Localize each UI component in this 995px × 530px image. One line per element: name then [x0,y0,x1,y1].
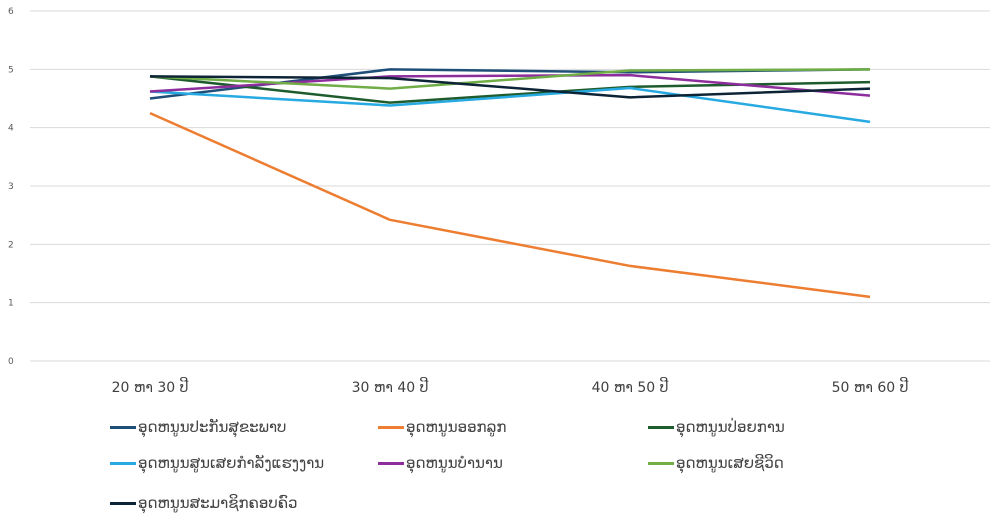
y-tick-label: 0 [8,357,14,367]
legend-item: ອຸດຫນູນປ່ອຍການ [648,418,785,436]
legend-label: ອຸດຫນູນປະກັນສຸຂະພາບ [138,418,287,436]
x-tick-label: 50 ຫາ 60 ປີ [832,376,909,396]
gridlines [30,10,990,362]
legend-item: ອຸດຫນູນອອກລູກ [378,418,506,436]
legend-label: ອຸດຫນູນສະມາຊິກຄອບຄົວ [138,494,298,512]
legend-swatch [378,425,404,429]
legend-swatch [648,461,674,465]
x-tick-label: 40 ຫາ 50 ປີ [592,376,669,396]
legend-item: ອຸດຫນູນປະກັນສຸຂະພາບ [110,418,286,436]
legend-swatch [648,425,674,429]
legend-item: ອຸດຫນູນເສຍຊີວິດ [648,454,784,472]
series-lines [149,68,871,299]
y-tick-label: 5 [8,65,14,75]
x-tick-label: 20 ຫາ 30 ປີ [112,376,189,396]
y-tick-label: 6 [8,7,14,17]
series-line-6 [149,68,871,90]
legend-label: ອຸດຫນູນບຳນານ [406,454,503,472]
x-tick-label: 30 ຫາ 40 ປີ [352,376,429,396]
x-axis-ticks: 20 ຫາ 30 ປີ 30 ຫາ 40 ປີ 40 ຫາ 50 ປີ 50 ຫາ 6… [112,376,909,396]
y-tick-label: 3 [8,182,14,192]
legend-item: ອຸດຫນູນສູນເສຍກຳລັງແຮງງານ [110,454,324,472]
y-tick-label: 4 [8,124,14,134]
line-chart: 0 1 2 3 4 5 6 20 ຫາ 30 ປີ 30 ຫາ 40 ປີ 40 ຫາ 50 ປ… [8,7,990,396]
series-line-7 [149,75,871,99]
y-tick-label: 1 [8,299,14,309]
legend-swatch [110,425,136,429]
legend-item: ອຸດຫນູນບຳນານ [378,454,503,472]
legend-label: ອຸດຫນູນອອກລູກ [406,418,507,436]
series-line-2 [149,111,871,299]
legend-label: ອຸດຫນູນເສຍຊີວິດ [676,454,784,472]
y-axis-ticks: 0 1 2 3 4 5 6 [8,7,14,367]
legend-swatch [110,501,136,505]
legend-label: ອຸດຫນູນປ່ອຍການ [676,418,785,436]
y-tick-label: 2 [8,240,14,250]
series-line-5 [149,73,871,97]
legend-swatch [110,461,136,465]
series-line-4 [149,86,871,124]
legend-swatch [378,461,404,465]
legend-label: ອຸດຫນູນສູນເສຍກຳລັງແຮງງານ [138,454,325,472]
legend-item: ອຸດຫນູນສະມາຊິກຄອບຄົວ [110,494,298,512]
